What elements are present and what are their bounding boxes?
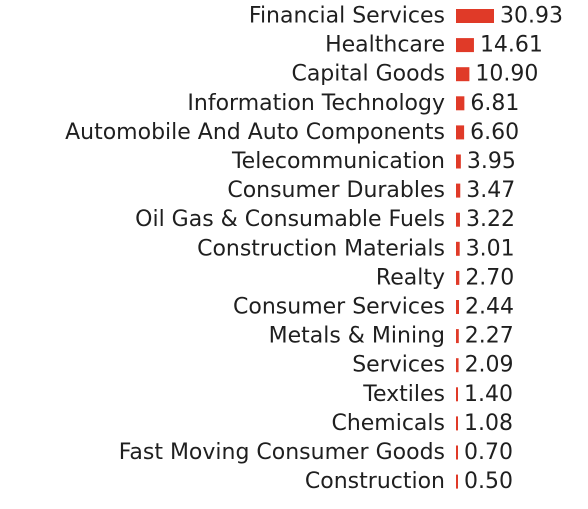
value-label: 6.81 xyxy=(470,91,519,116)
value-label: 2.09 xyxy=(465,353,514,378)
bar xyxy=(456,154,461,169)
category-label: Telecommunication xyxy=(231,149,445,174)
category-label: Financial Services xyxy=(249,4,445,29)
bar xyxy=(456,270,460,285)
bar xyxy=(456,212,460,227)
bar xyxy=(456,387,458,402)
value-label: 3.47 xyxy=(466,178,515,203)
value-label: 0.70 xyxy=(464,440,513,465)
bar xyxy=(456,445,458,460)
category-label: Metals & Mining xyxy=(269,324,445,349)
bar xyxy=(456,125,465,140)
value-label: 3.01 xyxy=(466,236,515,261)
category-label: Fast Moving Consumer Goods xyxy=(119,440,445,465)
bar xyxy=(456,329,459,344)
value-labels: 30.93 14.61 10.90 6.81 6.60 3.95 3.47 3.22 3.01 2… xyxy=(464,4,563,495)
bars xyxy=(456,9,494,489)
value-label: 3.95 xyxy=(467,149,516,174)
value-label: 14.61 xyxy=(480,33,543,58)
bar xyxy=(456,183,461,198)
bar xyxy=(456,9,494,23)
bar xyxy=(456,474,458,489)
category-label: Chemicals xyxy=(331,411,445,436)
value-label: 10.90 xyxy=(475,62,538,87)
category-label: Construction Materials xyxy=(197,236,445,261)
value-label: 1.08 xyxy=(464,411,513,436)
bar xyxy=(456,300,459,314)
category-label: Capital Goods xyxy=(291,62,445,87)
bar xyxy=(456,241,460,256)
value-label: 1.40 xyxy=(464,382,513,407)
category-label: Automobile And Auto Components xyxy=(65,120,445,145)
value-label: 2.70 xyxy=(465,265,514,290)
bar xyxy=(456,358,459,373)
category-label: Construction xyxy=(305,469,445,494)
category-label: Healthcare xyxy=(325,33,445,58)
value-label: 2.44 xyxy=(465,295,514,320)
category-label: Services xyxy=(352,353,445,378)
value-label: 30.93 xyxy=(500,4,563,29)
value-label: 6.60 xyxy=(470,120,519,145)
bar xyxy=(456,67,470,82)
bar xyxy=(456,96,465,111)
value-label: 2.27 xyxy=(465,324,514,349)
bar xyxy=(456,38,474,53)
category-label: Consumer Durables xyxy=(227,178,445,203)
category-label: Consumer Services xyxy=(233,295,445,320)
bar xyxy=(456,416,458,431)
category-label: Information Technology xyxy=(187,91,445,116)
category-label: Textiles xyxy=(362,382,445,407)
value-label: 3.22 xyxy=(466,207,515,232)
value-label: 0.50 xyxy=(464,469,513,494)
category-label: Realty xyxy=(376,265,445,290)
category-label: Oil Gas & Consumable Fuels xyxy=(135,207,445,232)
category-labels: Financial Services Healthcare Capital Good… xyxy=(65,4,445,495)
